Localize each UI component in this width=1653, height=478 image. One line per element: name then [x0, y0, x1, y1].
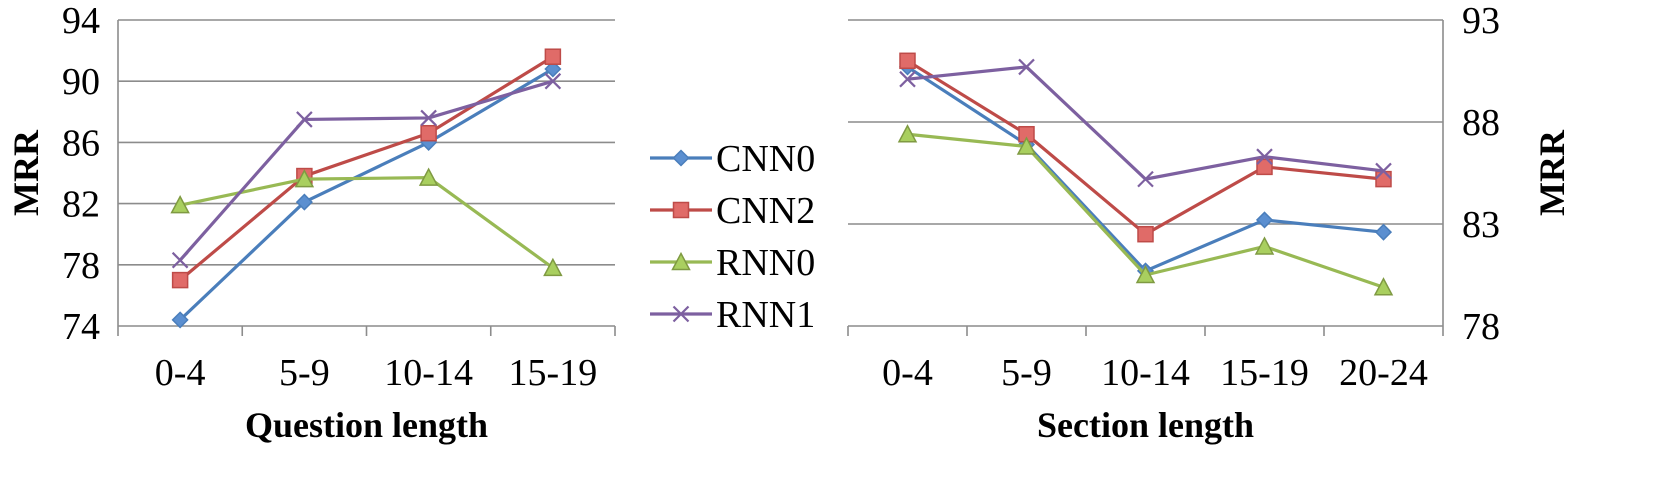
- x-axis-title: Question length: [245, 405, 488, 445]
- series-line-cnn2: [906, 59, 1384, 236]
- data-point-cnn2: [171, 271, 189, 289]
- data-point-cnn0: [1255, 211, 1274, 229]
- x-tick-label: 0-4: [155, 352, 206, 394]
- data-point-cnn0: [544, 60, 562, 78]
- legend-label: CNN2: [716, 190, 815, 232]
- y-tick-label: 83: [1462, 204, 1500, 246]
- series-rnn0: [170, 167, 563, 277]
- series-cnn2: [899, 52, 1392, 243]
- series-line-rnn1: [178, 79, 554, 262]
- data-point-rnn0: [897, 124, 918, 143]
- series-rnn1: [171, 72, 562, 269]
- legend-item-rnn1: RNN1: [650, 294, 815, 336]
- series-cnn0: [898, 58, 1393, 280]
- series-cnn2: [171, 48, 562, 289]
- data-point-rnn0: [170, 195, 190, 214]
- x-tick-label: 5-9: [279, 352, 330, 394]
- series-cnn0: [171, 60, 562, 329]
- data-point-rnn1: [544, 72, 562, 90]
- legend-item-rnn0: RNN0: [650, 242, 815, 284]
- data-point-cnn2: [899, 52, 916, 70]
- y-tick-label: 88: [1462, 102, 1500, 144]
- legend-label: CNN0: [716, 138, 815, 180]
- legend-item-cnn2: CNN2: [650, 190, 815, 232]
- data-point-cnn2: [544, 48, 562, 65]
- data-point-rnn1: [1137, 170, 1154, 188]
- legend-marker: [671, 251, 691, 271]
- section-length-chart: 78 83 88 93 0-4 5-9 10-14 15-19 20-24 Section len…: [847, 0, 1572, 445]
- data-point-cnn2: [420, 124, 437, 142]
- x-tick-label: 15-19: [1220, 352, 1309, 394]
- data-point-rnn0: [1254, 236, 1275, 255]
- data-point-cnn2: [1256, 158, 1273, 176]
- y-tick-label: 94: [62, 0, 100, 42]
- legend-label: RNN1: [716, 294, 815, 336]
- data-point-rnn1: [171, 251, 189, 269]
- y-tick-label: 86: [62, 122, 100, 164]
- gridlines: [848, 19, 1443, 327]
- series-rnn0: [897, 124, 1394, 296]
- data-point-rnn1: [296, 111, 313, 128]
- series-line-rnn1: [907, 65, 1384, 181]
- series-rnn1: [899, 58, 1392, 188]
- y-tick-label: 90: [62, 61, 100, 103]
- data-point-cnn2: [1375, 170, 1392, 188]
- data-point-cnn0: [1374, 223, 1393, 241]
- data-point-cnn0: [295, 193, 313, 211]
- y-tick-label: 78: [1462, 306, 1500, 348]
- y-tick-label: 74: [62, 306, 100, 348]
- y-tick-label: 82: [62, 184, 100, 226]
- legend-item-cnn0: CNN0: [650, 138, 815, 180]
- y-axis-title: MRR: [1532, 129, 1572, 216]
- data-point-rnn0: [1135, 264, 1156, 284]
- data-point-rnn1: [1375, 162, 1392, 180]
- question-length-chart: 74 78 82 86 90 94 0-4 5-9 10-14 15-19 Question len…: [6, 0, 616, 445]
- x-tick-label: 20-24: [1339, 352, 1428, 394]
- x-tick-label: 15-19: [509, 352, 598, 394]
- x-tick-label: 10-14: [1101, 352, 1190, 394]
- legend-marker: [672, 305, 690, 323]
- data-point-rnn1: [1018, 58, 1035, 76]
- legend-marker: [672, 201, 690, 219]
- series-line-cnn0: [179, 67, 554, 322]
- data-point-rnn1: [420, 109, 437, 127]
- legend: CNN0 CNN2 RNN0 RNN1: [650, 138, 815, 336]
- y-tick-label: 93: [1462, 0, 1500, 42]
- x-axis-title: Section length: [1037, 405, 1254, 445]
- data-point-rnn0: [543, 257, 563, 277]
- data-point-rnn0: [1016, 136, 1037, 155]
- data-point-cnn2: [1137, 225, 1154, 243]
- legend-label: RNN0: [716, 242, 815, 284]
- data-point-cnn0: [171, 311, 189, 329]
- data-point-rnn0: [1373, 277, 1394, 296]
- data-point-rnn1: [1256, 148, 1273, 165]
- data-point-rnn0: [418, 167, 439, 186]
- data-point-rnn0: [294, 169, 315, 188]
- series-line-rnn0: [179, 175, 554, 270]
- x-tick-label: 5-9: [1001, 352, 1052, 394]
- y-axis-title: MRR: [6, 129, 46, 216]
- y-tick-label: 78: [62, 245, 100, 287]
- legend-marker: [672, 149, 690, 167]
- x-tick-label: 0-4: [882, 352, 933, 394]
- series-line-cnn2: [179, 55, 554, 282]
- x-tick-label: 10-14: [384, 352, 473, 394]
- data-point-rnn1: [899, 70, 916, 88]
